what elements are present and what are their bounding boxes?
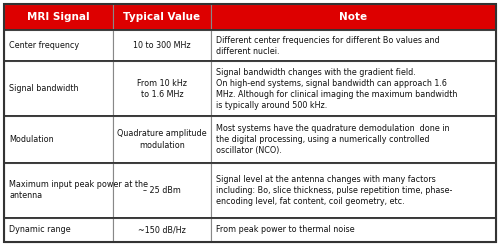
Text: Signal level at the antenna changes with many factors
including: Bo, slice thick: Signal level at the antenna changes with… bbox=[216, 175, 452, 206]
Bar bbox=[4, 61, 113, 116]
Bar bbox=[113, 163, 210, 218]
Bar bbox=[4, 116, 496, 163]
Text: Typical Value: Typical Value bbox=[124, 12, 200, 22]
Bar bbox=[113, 218, 210, 242]
Bar bbox=[4, 31, 496, 61]
Text: – 25 dBm: – 25 dBm bbox=[143, 186, 181, 195]
Text: Most systems have the quadrature demodulation  done in
the digital processing, u: Most systems have the quadrature demodul… bbox=[216, 124, 449, 155]
Bar bbox=[4, 163, 496, 218]
Text: Dynamic range: Dynamic range bbox=[9, 225, 70, 234]
Text: Center frequency: Center frequency bbox=[9, 41, 79, 50]
Text: Quadrature amplitude
modulation: Quadrature amplitude modulation bbox=[117, 129, 206, 150]
Bar bbox=[4, 218, 113, 242]
Bar bbox=[210, 218, 496, 242]
Bar bbox=[4, 4, 113, 31]
Bar bbox=[4, 31, 113, 61]
Text: Signal bandwidth: Signal bandwidth bbox=[9, 84, 78, 93]
Text: 10 to 300 MHz: 10 to 300 MHz bbox=[133, 41, 190, 50]
Bar bbox=[4, 4, 496, 31]
Bar bbox=[210, 163, 496, 218]
Text: Modulation: Modulation bbox=[9, 135, 54, 144]
Text: Maximum input peak power at the
antenna: Maximum input peak power at the antenna bbox=[9, 180, 148, 200]
Bar bbox=[210, 31, 496, 61]
Bar bbox=[210, 61, 496, 116]
Bar bbox=[113, 116, 210, 163]
Bar bbox=[4, 163, 113, 218]
Bar bbox=[113, 31, 210, 61]
Bar bbox=[4, 218, 496, 242]
Bar bbox=[210, 4, 496, 31]
Text: Different center frequencies for different Bo values and
different nuclei.: Different center frequencies for differe… bbox=[216, 36, 440, 56]
Bar bbox=[113, 4, 210, 31]
Text: Note: Note bbox=[340, 12, 367, 22]
Text: Signal bandwidth changes with the gradient field.
On high-end systems, signal ba: Signal bandwidth changes with the gradie… bbox=[216, 68, 457, 110]
Bar bbox=[210, 116, 496, 163]
Text: From 10 kHz
to 1.6 MHz: From 10 kHz to 1.6 MHz bbox=[137, 79, 187, 99]
Bar bbox=[4, 116, 113, 163]
Text: MRI Signal: MRI Signal bbox=[28, 12, 90, 22]
Text: ~150 dB/Hz: ~150 dB/Hz bbox=[138, 225, 186, 234]
Bar bbox=[4, 61, 496, 116]
Bar bbox=[113, 61, 210, 116]
Text: From peak power to thermal noise: From peak power to thermal noise bbox=[216, 225, 354, 234]
